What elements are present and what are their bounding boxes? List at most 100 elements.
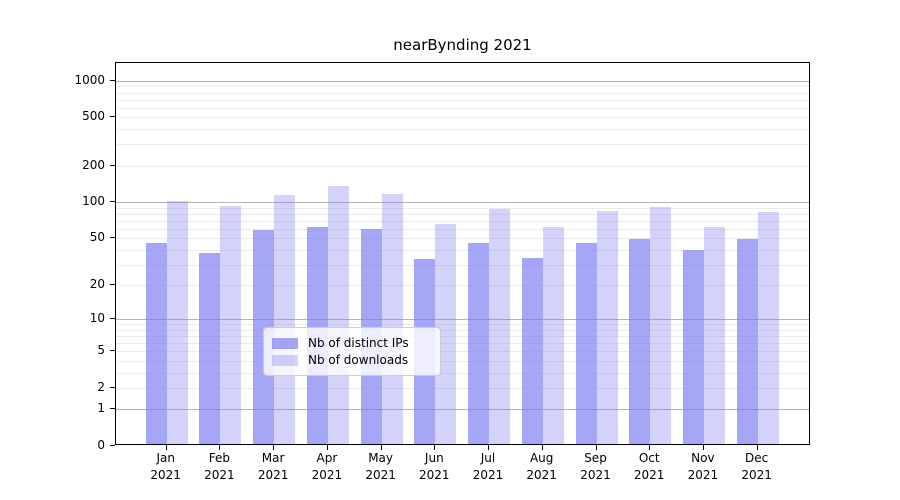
bar-downloads-mar	[274, 194, 296, 444]
bar-downloads-jan	[166, 200, 188, 444]
bar-downloads-feb	[220, 206, 242, 444]
y-tick-200	[110, 164, 115, 166]
gridline-minor	[116, 165, 809, 167]
gridline-minor	[116, 228, 809, 230]
gridline-minor	[116, 144, 809, 146]
x-tick-apr	[326, 445, 328, 450]
gridline-minor	[116, 264, 809, 266]
gridline-major-1000	[116, 80, 809, 82]
gridline-minor	[116, 343, 809, 345]
y-tick-label-0: 0	[97, 438, 105, 452]
bar-downloads-jun	[435, 224, 457, 444]
y-tick-label-1000: 1000	[74, 72, 105, 87]
x-tick-label-jan: Jan 2021	[150, 451, 181, 482]
y-tick-10	[110, 318, 115, 320]
x-tick-label-oct: Oct 2021	[633, 451, 665, 482]
y-tick-label-1: 1	[97, 401, 105, 416]
bar-downloads-apr	[327, 186, 349, 444]
bar-downloads-oct	[650, 207, 672, 444]
x-tick-sep	[595, 445, 597, 450]
bar-distinct-ips-aug	[521, 257, 543, 444]
y-tick-label-5: 5	[97, 343, 105, 358]
x-tick-label-jun: Jun 2021	[419, 451, 450, 482]
bar-distinct-ips-oct	[629, 239, 651, 444]
y-tick-20	[110, 284, 115, 286]
gridline-minor	[116, 329, 809, 331]
x-tick-may	[380, 445, 382, 450]
gridline-minor	[116, 92, 809, 94]
bar-downloads-nov	[703, 226, 725, 444]
y-tick-label-100: 100	[82, 194, 105, 208]
x-tick-label-jul: Jul 2021	[472, 451, 504, 482]
x-tick-jan	[165, 445, 167, 450]
y-tick-1	[110, 408, 115, 410]
legend-swatch-downloads	[272, 354, 298, 366]
gridline-minor	[116, 360, 809, 362]
y-tick-label-10: 10	[89, 311, 105, 326]
bar-distinct-ips-sep	[575, 242, 597, 444]
bar-distinct-ips-jul	[468, 242, 489, 444]
gridline-minor	[116, 249, 809, 251]
x-tick-label-mar: Mar 2021	[257, 451, 289, 482]
gridline-minor	[116, 107, 809, 109]
y-tick-1000	[110, 79, 115, 81]
bar-downloads-sep	[596, 211, 618, 444]
y-tick-50	[110, 237, 115, 239]
y-tick-2	[110, 386, 115, 388]
bar-distinct-ips-feb	[199, 253, 221, 444]
gridline-major-100	[116, 202, 809, 203]
x-tick-feb	[219, 445, 221, 450]
x-tick-label-may: May 2021	[365, 451, 396, 482]
gridline-minor	[116, 324, 809, 326]
bar-downloads-jul	[489, 209, 510, 444]
x-tick-dec	[756, 445, 758, 450]
gridline-minor	[116, 213, 809, 215]
x-tick-label-sep: Sep 2021	[580, 451, 611, 482]
y-tick-label-2: 2	[97, 379, 105, 394]
y-tick-5	[110, 350, 115, 352]
gridline-minor	[116, 129, 809, 131]
y-tick-label-500: 500	[82, 109, 105, 124]
legend-entry-downloads: Nb of downloads	[272, 352, 430, 368]
y-tick-label-50: 50	[89, 230, 105, 245]
x-tick-label-apr: Apr 2021	[311, 451, 343, 482]
bar-downloads-aug	[542, 226, 564, 444]
gridline-minor	[116, 336, 809, 338]
x-tick-jul	[488, 445, 489, 450]
y-tick-500	[110, 116, 115, 118]
legend: Nb of distinct IPs Nb of downloads	[263, 327, 441, 376]
x-tick-jun	[434, 445, 436, 450]
gridline-minor	[116, 86, 809, 88]
gridline-minor	[116, 387, 809, 389]
gridline-major-10	[116, 319, 809, 321]
gridline-minor	[116, 351, 809, 353]
x-tick-label-aug: Aug 2021	[526, 451, 557, 482]
bar-distinct-ips-dec	[736, 239, 758, 444]
x-tick-mar	[273, 445, 275, 450]
gridline-minor	[116, 372, 809, 374]
y-tick-100	[110, 201, 115, 202]
y-tick-label-200: 200	[82, 157, 105, 172]
gridline-minor	[116, 220, 809, 222]
y-tick-label-20: 20	[89, 277, 105, 292]
bar-downloads-dec	[757, 212, 779, 444]
legend-label-distinct-ips: Nb of distinct IPs	[308, 336, 409, 350]
gridline-minor	[116, 207, 809, 209]
legend-entry-distinct-ips: Nb of distinct IPs	[272, 335, 430, 351]
chart-title: nearBynding 2021	[393, 36, 532, 54]
bar-distinct-ips-jan	[145, 242, 167, 444]
x-tick-label-feb: Feb 2021	[204, 451, 235, 482]
legend-label-downloads: Nb of downloads	[308, 353, 409, 367]
bar-downloads-may	[381, 194, 403, 444]
gridline-minor	[116, 99, 809, 101]
plot-area	[115, 62, 810, 445]
x-tick-label-dec: Dec 2021	[741, 451, 772, 482]
bar-distinct-ips-nov	[682, 250, 704, 444]
gridline-minor	[116, 285, 809, 287]
gridline-minor	[116, 117, 809, 119]
gridline-major-1	[116, 409, 809, 411]
legend-swatch-distinct-ips	[272, 337, 298, 349]
y-tick-0	[110, 445, 115, 446]
x-tick-aug	[541, 445, 543, 450]
